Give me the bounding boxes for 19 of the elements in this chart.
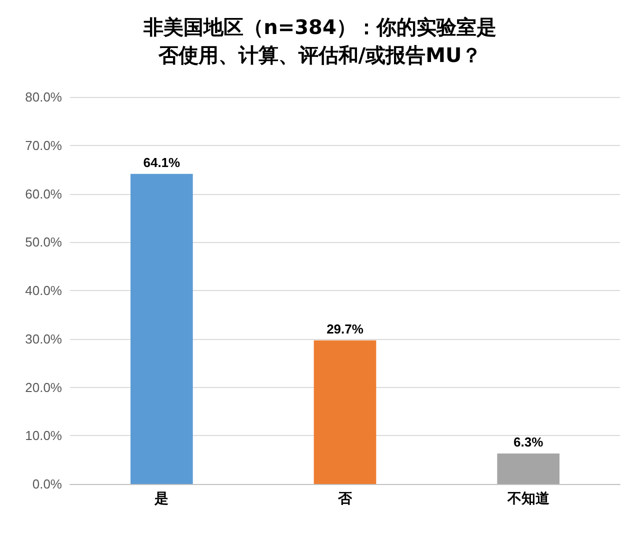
data-label: 64.1% — [143, 154, 181, 170]
bar — [314, 340, 376, 484]
x-tick-label: 不知道 — [506, 491, 550, 507]
y-tick-label: 70.0% — [25, 138, 62, 153]
data-label: 29.7% — [326, 321, 364, 336]
y-tick-label: 30.0% — [25, 331, 62, 346]
bar — [497, 454, 560, 484]
data-label: 6.3% — [514, 434, 544, 450]
x-tick-label: 否 — [337, 491, 353, 507]
chart-title: 非美国地区（n=384）：你的实验室是否使用、计算、评估和/或报告MU？ — [142, 15, 496, 67]
y-tick-label: 20.0% — [25, 380, 62, 395]
y-tick-label: 80.0% — [25, 90, 62, 104]
bar — [130, 174, 193, 484]
y-tick-label: 50.0% — [25, 234, 62, 250]
y-tick-label: 40.0% — [25, 283, 62, 298]
y-tick-label: 0.0% — [32, 476, 62, 492]
y-tick-label: 10.0% — [25, 428, 62, 444]
x-tick-label: 是 — [154, 491, 169, 507]
y-tick-label: 60.0% — [25, 186, 62, 202]
